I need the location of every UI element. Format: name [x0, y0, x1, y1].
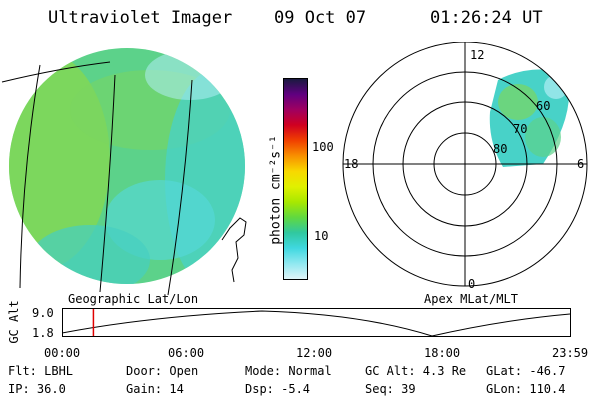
mlt-label-top: 12: [470, 48, 484, 62]
altitude-plot: [62, 308, 571, 337]
polar-panel-label: Apex MLat/MLT: [424, 292, 518, 306]
colorbar: [283, 78, 308, 280]
longitude-line: [99, 74, 116, 293]
altitude-xtick-4: 23:59: [552, 346, 589, 360]
altitude-xtick-2: 12:00: [296, 346, 333, 360]
longitude-line: [167, 79, 193, 296]
mlt-label-left: 18: [344, 157, 358, 171]
latitude-line: [1, 61, 111, 83]
mlat-label-60: 60: [536, 99, 550, 113]
polar-plot: 12 18 6 0 60 70 80: [342, 42, 588, 291]
seq-info: Seq: 39: [365, 382, 416, 396]
geographic-image: [1, 48, 247, 296]
app-title: Ultraviolet Imager: [48, 8, 233, 28]
geographic-panel-label: Geographic Lat/Lon: [68, 292, 199, 306]
altitude-ylabel: GC Alt: [7, 300, 21, 344]
altitude-xtick-1: 06:00: [168, 346, 205, 360]
image-time: 01:26:24 UT: [430, 8, 543, 28]
mlt-label-bottom: 0: [468, 277, 475, 291]
coastline: [221, 217, 247, 283]
door-info: Door: Open: [126, 364, 199, 378]
image-date: 09 Oct 07: [274, 8, 367, 28]
filter-info: Flt: LBHL: [8, 364, 74, 378]
glat-info: GLat: -46.7: [486, 364, 566, 378]
altitude-xtick-0: 00:00: [44, 346, 81, 360]
colorbar-tick-10: 10: [314, 229, 329, 243]
mlt-label-right: 6: [577, 157, 584, 171]
glon-info: GLon: 110.4: [486, 382, 566, 396]
altitude-xtick-3: 18:00: [424, 346, 461, 360]
mlat-label-80: 80: [493, 142, 507, 156]
gain-info: Gain: 14: [126, 382, 184, 396]
mode-info: Mode: Normal: [245, 364, 332, 378]
mlat-label-70: 70: [513, 122, 527, 136]
colorbar-tick-100: 100: [312, 140, 334, 154]
ip-info: IP: 36.0: [8, 382, 66, 396]
colorbar-label: photon cm⁻²s⁻¹: [268, 135, 284, 245]
altitude-curve: [62, 310, 571, 337]
dsp-info: Dsp: -5.4: [245, 382, 311, 396]
longitude-line: [19, 64, 41, 289]
gc-alt-info: GC Alt: 4.3 Re: [365, 364, 467, 378]
altitude-ytick-min: 1.8: [32, 326, 54, 340]
altitude-ytick-max: 9.0: [32, 306, 54, 320]
